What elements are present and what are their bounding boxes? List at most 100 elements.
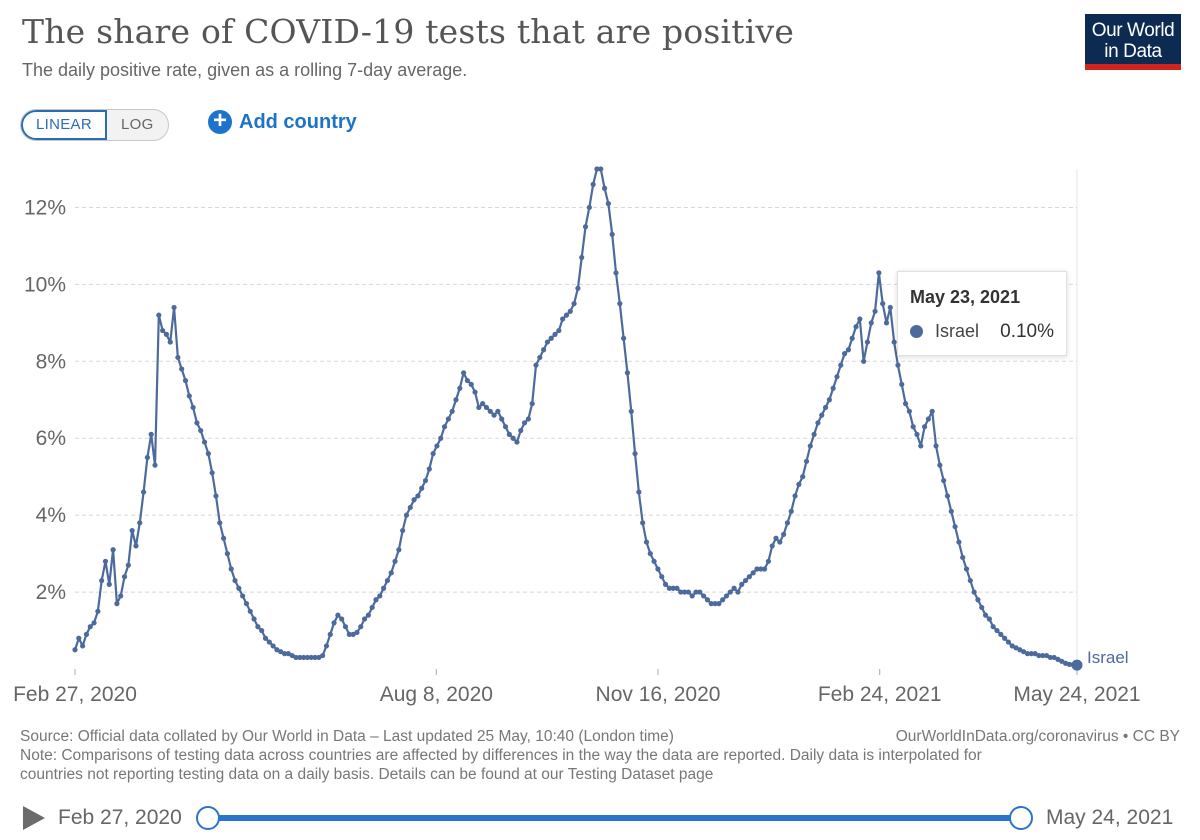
line-chart[interactable]: 2% 4% 6% 8% 10% 12% Feb 27, 2020 Aug 8, 2020 Nov…	[0, 150, 1200, 710]
data-point	[906, 408, 912, 414]
data-point	[182, 377, 189, 384]
data-point	[415, 493, 421, 499]
data-point	[209, 470, 215, 476]
data-point	[377, 593, 383, 599]
data-point	[529, 401, 535, 407]
y-tick-label: 2%	[36, 581, 66, 604]
data-point	[697, 589, 703, 595]
data-point	[1066, 661, 1072, 667]
data-point	[335, 612, 341, 618]
data-point	[232, 577, 238, 584]
data-point	[708, 601, 714, 607]
data-point	[411, 497, 417, 503]
data-point	[171, 304, 177, 311]
data-point	[487, 408, 493, 414]
data-point	[933, 443, 939, 449]
data-point	[971, 589, 977, 595]
play-icon[interactable]	[23, 806, 45, 830]
data-point	[788, 508, 794, 514]
source-note: Source: Official data collated by Our Wo…	[20, 728, 674, 745]
data-point	[293, 654, 299, 661]
timeline-end-handle[interactable]	[1009, 806, 1033, 830]
data-point	[986, 616, 992, 622]
data-point	[365, 612, 371, 618]
data-point	[742, 577, 749, 584]
data-point	[956, 539, 962, 545]
data-point	[118, 593, 124, 599]
chart-subtitle: The daily positive rate, given as a roll…	[22, 60, 468, 80]
data-point	[674, 585, 680, 591]
timeline-start-handle[interactable]	[196, 806, 220, 830]
data-point	[678, 589, 684, 595]
linear-scale-button[interactable]: LINEAR	[21, 110, 107, 140]
data-point	[963, 566, 970, 572]
data-point	[281, 651, 288, 657]
data-point	[624, 370, 631, 376]
data-point	[834, 374, 840, 380]
data-point	[887, 304, 893, 311]
data-point	[796, 481, 802, 487]
log-scale-button[interactable]: LOG	[121, 116, 154, 133]
data-point	[925, 416, 932, 422]
data-point	[453, 397, 459, 403]
data-point	[342, 624, 349, 630]
data-point	[297, 654, 303, 661]
data-point	[704, 597, 711, 603]
data-point	[861, 358, 867, 364]
chart-title: The share of COVID-19 tests that are pos…	[22, 12, 795, 51]
data-point	[129, 527, 135, 534]
data-point	[521, 420, 528, 426]
data-point	[586, 204, 592, 211]
data-point	[87, 624, 93, 630]
data-point	[803, 458, 810, 464]
data-point	[381, 585, 387, 591]
data-point	[83, 631, 90, 637]
data-point	[609, 231, 615, 237]
data-point	[434, 443, 440, 449]
scale-toggle: LINEAR LOG	[20, 109, 169, 141]
data-point	[590, 181, 596, 187]
data-point	[266, 639, 272, 645]
data-point	[716, 601, 722, 607]
owid-logo[interactable]: Our World in Data	[1085, 14, 1181, 70]
data-point	[510, 435, 516, 441]
data-point	[327, 631, 333, 637]
x-tick-label: May 24, 2021	[1013, 683, 1140, 706]
data-point	[681, 589, 688, 595]
data-point	[544, 339, 551, 345]
footer: Source: Official data collated by Our Wo…	[20, 727, 1180, 784]
data-point	[632, 451, 638, 457]
timeline-track[interactable]	[207, 815, 1020, 821]
data-point	[701, 593, 707, 599]
data-point	[198, 427, 204, 434]
data-point	[106, 581, 112, 587]
data-point	[910, 424, 916, 430]
timeline-end-date: May 24, 2021	[1046, 806, 1174, 829]
add-country-button[interactable]: + Add country	[208, 109, 357, 134]
data-point	[339, 616, 345, 622]
tooltip-date: May 23, 2021	[910, 287, 1021, 307]
data-point	[781, 531, 787, 537]
data-point	[194, 420, 200, 426]
license-link[interactable]: OurWorldInData.org/coronavirus • CC BY	[895, 728, 1180, 745]
data-point	[179, 366, 185, 372]
data-point	[259, 627, 265, 634]
data-point	[1047, 654, 1053, 661]
data-point	[948, 508, 954, 514]
plus-icon: +	[208, 109, 232, 134]
logo-line-2: in Data	[1104, 41, 1162, 62]
data-point	[361, 616, 368, 622]
data-point	[125, 562, 131, 568]
data-point	[636, 489, 642, 495]
data-point	[655, 566, 661, 572]
data-point	[651, 558, 657, 564]
data-point	[205, 451, 211, 457]
timeline: Feb 27, 2020 May 24, 2021	[0, 796, 1200, 836]
data-point	[556, 327, 562, 334]
data-point	[514, 439, 520, 445]
data-point	[114, 601, 120, 607]
data-point	[228, 566, 234, 572]
data-point	[445, 416, 451, 422]
data-point	[464, 377, 471, 384]
data-point	[148, 431, 154, 437]
